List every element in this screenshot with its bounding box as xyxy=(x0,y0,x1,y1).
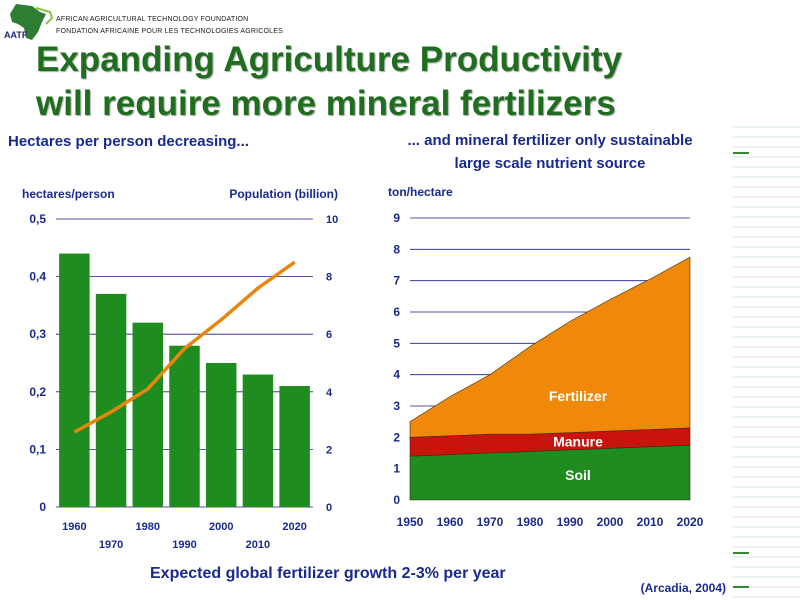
right-y-tick-label: 1 xyxy=(393,462,400,476)
stripe-accent xyxy=(733,152,749,154)
right-chart: ... and mineral fertilizer only sustaina… xyxy=(388,132,704,529)
left-x-tick-label: 2020 xyxy=(282,521,306,533)
left-y2-tick-label: 8 xyxy=(326,272,332,284)
left-y2-tick-label: 0 xyxy=(326,502,332,514)
left-y2-axis-label: Population (billion) xyxy=(229,187,338,201)
left-x-ticks: 1960 1970 1980 1990 2000 2010 2020 xyxy=(62,521,307,551)
left-x-tick-label: 1970 xyxy=(99,539,123,551)
left-y2-tick-label: 2 xyxy=(326,444,332,456)
slide-footer: Expected global fertilizer growth 2-3% p… xyxy=(150,565,506,582)
right-y-tick-label: 6 xyxy=(393,305,400,319)
left-y-ticks: 0 0,1 0,2 0,3 0,4 0,5 xyxy=(29,212,46,514)
area-label-manure: Manure xyxy=(553,433,603,449)
decorative-stripes xyxy=(733,118,800,600)
bar-1980 xyxy=(132,322,164,507)
right-y-tick-label: 8 xyxy=(393,242,400,256)
slide-title-line-1: Expanding Agriculture Productivity xyxy=(36,40,622,79)
area-label-soil: Soil xyxy=(565,467,591,483)
right-x-tick-label: 2020 xyxy=(677,515,704,529)
left-y2-tick-label: 10 xyxy=(326,214,338,226)
population-line xyxy=(73,260,296,434)
right-y-tick-label: 0 xyxy=(393,493,400,507)
slide-title-line-2: will require more mineral fertilizers xyxy=(36,84,616,123)
left-chart-title: Hectares per person decreasing... xyxy=(8,133,249,150)
right-x-tick-label: 1990 xyxy=(557,515,584,529)
aatf-logo-icon: AATF xyxy=(4,4,54,40)
citation: (Arcadia, 2004) xyxy=(641,581,726,595)
logo-abbr: AATF xyxy=(4,30,28,40)
right-x-tick-label: 2010 xyxy=(637,515,664,529)
left-y-axis-label: hectares/person xyxy=(22,187,115,201)
right-areas xyxy=(409,256,691,501)
left-y-tick-label: 0,2 xyxy=(29,385,46,399)
right-y-axis-label: ton/hectare xyxy=(388,185,453,199)
logo-line-1: AFRICAN AGRICULTURAL TECHNOLOGY FOUNDATI… xyxy=(56,16,249,23)
right-chart-title-line-2: large scale nutrient source xyxy=(455,155,646,172)
right-y-tick-label: 4 xyxy=(393,368,400,382)
logo-band: AATF AFRICAN AGRICULTURAL TECHNOLOGY FOU… xyxy=(0,0,283,44)
bar-2000 xyxy=(205,363,237,507)
bar-2020 xyxy=(279,386,310,507)
left-y-tick-label: 0,3 xyxy=(29,327,46,341)
right-x-tick-label: 1960 xyxy=(437,515,464,529)
stripe-accent xyxy=(733,552,749,554)
left-x-tick-label: 1980 xyxy=(136,521,160,533)
population-line-path xyxy=(73,260,296,434)
bar-1990 xyxy=(169,345,200,507)
left-y-tick-label: 0,4 xyxy=(29,270,46,284)
right-x-tick-label: 1980 xyxy=(517,515,544,529)
right-chart-title-line-1: ... and mineral fertilizer only sustaina… xyxy=(407,132,692,149)
bar-1960 xyxy=(59,253,90,507)
left-y-tick-label: 0,5 xyxy=(29,212,46,226)
left-bars xyxy=(59,253,310,507)
stripe-accent xyxy=(733,586,749,588)
right-y-tick-label: 3 xyxy=(393,399,400,413)
left-x-tick-label: 1990 xyxy=(172,539,196,551)
area-label-fertilizer: Fertilizer xyxy=(549,388,608,404)
right-area-labels: Soil Manure Fertilizer xyxy=(549,388,608,483)
left-x-tick-label: 2000 xyxy=(209,521,233,533)
right-y-ticks: 0 1 2 3 4 5 6 7 8 9 xyxy=(393,211,400,507)
left-x-tick-label: 2010 xyxy=(246,539,270,551)
bar-1970 xyxy=(95,293,127,507)
left-y2-tick-label: 4 xyxy=(326,387,333,399)
area-fertilizer xyxy=(409,256,691,438)
left-y2-tick-label: 6 xyxy=(326,329,332,341)
right-y-tick-label: 7 xyxy=(393,274,400,288)
right-y-tick-label: 5 xyxy=(393,336,400,350)
right-x-tick-label: 2000 xyxy=(597,515,624,529)
right-x-ticks: 1950 1960 1970 1980 1990 2000 2010 2020 xyxy=(397,515,704,529)
right-y-tick-label: 2 xyxy=(393,430,400,444)
left-x-tick-label: 1960 xyxy=(62,521,86,533)
left-chart: Hectares per person decreasing... hectar… xyxy=(8,133,338,551)
right-y-tick-label: 9 xyxy=(393,211,400,225)
bar-2010 xyxy=(242,374,274,507)
figure-panel: Hectares per person decreasing... hectar… xyxy=(0,118,733,600)
right-x-tick-label: 1970 xyxy=(477,515,504,529)
left-y-tick-label: 0 xyxy=(39,500,46,514)
logo-line-2: FONDATION AFRICAINE POUR LES TECHNOLOGIE… xyxy=(56,28,283,35)
left-y2-ticks: 0 2 4 6 8 10 xyxy=(326,214,338,514)
right-x-tick-label: 1950 xyxy=(397,515,424,529)
left-y-tick-label: 0,1 xyxy=(29,442,46,456)
